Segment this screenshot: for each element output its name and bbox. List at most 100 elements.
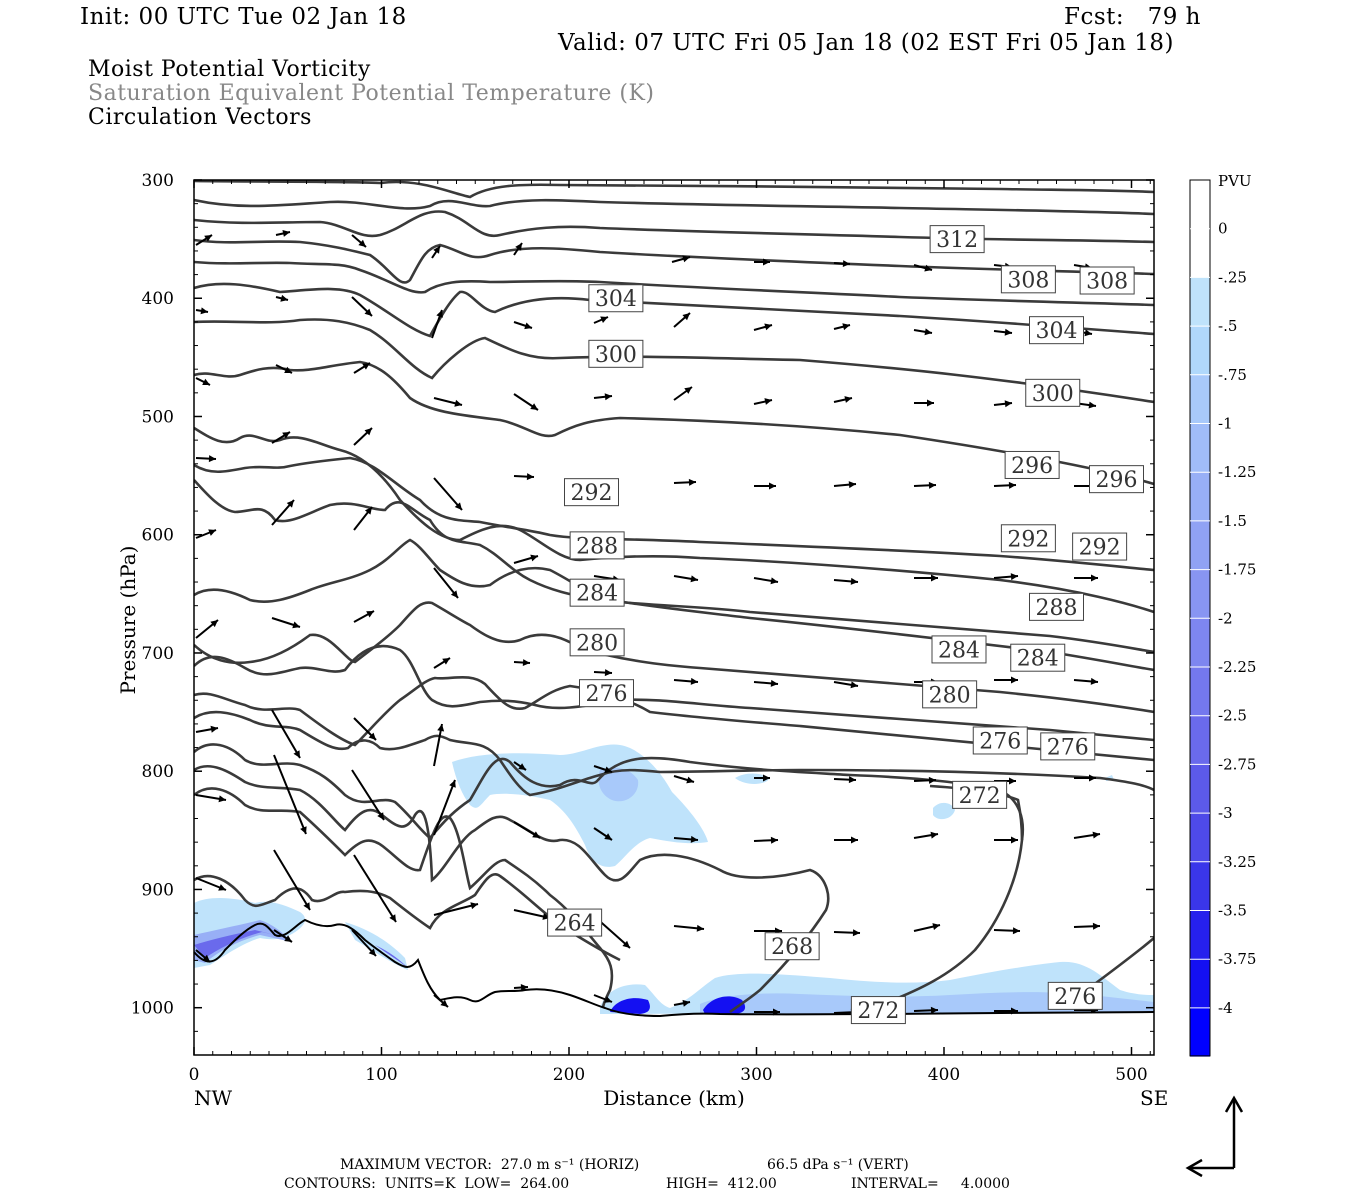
axes: 300 400 500 600 700 800 900 1000 0 100 200 300 400 50… (131, 171, 1154, 1085)
colorbar-label: -2.25 (1218, 658, 1256, 676)
x-tick-label: 400 (928, 1065, 960, 1085)
circulation-vector (351, 234, 367, 248)
circulation-vector (913, 923, 941, 932)
circulation-vector (754, 482, 776, 490)
y-tick-label: 1000 (131, 999, 174, 1019)
circulation-vector (433, 397, 463, 407)
colorbar-segment (1190, 618, 1210, 667)
circulation-vector (833, 776, 857, 784)
y-tick-label: 700 (142, 644, 174, 664)
circulation-vector (513, 659, 531, 667)
theta-e-contours (194, 180, 1154, 1014)
circulation-vector (994, 1007, 1018, 1015)
x-axis-label: Distance (km) (603, 1086, 745, 1110)
contour-label: 280 (929, 683, 971, 708)
circulation-vector (833, 396, 853, 403)
contour-label: 288 (1036, 596, 1078, 621)
circulation-vector (593, 669, 613, 677)
colorbar-segment (1190, 228, 1210, 278)
colorbar-label: -1 (1218, 415, 1233, 433)
contour-label: 312 (936, 228, 978, 253)
contour-label: 304 (1036, 319, 1078, 344)
circulation-vector (673, 999, 691, 1007)
colorbar-segment (1190, 374, 1210, 424)
circulation-vector (593, 994, 613, 1003)
pv-area-left-dark (194, 930, 275, 958)
circulation-vector (993, 328, 1013, 336)
colorbar-segment (1190, 1007, 1210, 1057)
circulation-vector (351, 769, 385, 821)
circulation-vector (195, 377, 211, 386)
colorbar-label: -2 (1218, 609, 1233, 627)
colorbar-label: -2.75 (1218, 755, 1256, 773)
contour-label-box (972, 726, 1028, 755)
circulation-vector (513, 321, 533, 330)
circulation-vector (351, 296, 373, 317)
circulation-vector (1074, 774, 1096, 782)
colorbar-segment (1190, 764, 1210, 814)
colorbar-segment (1190, 277, 1210, 327)
circulation-vector (271, 617, 301, 629)
contour-label: 288 (576, 534, 618, 559)
circulation-vectors (195, 230, 1101, 1016)
x-tick-label: 200 (553, 1065, 585, 1085)
circulation-vector (431, 309, 443, 339)
circulation-vector (671, 255, 691, 263)
circulation-vector (513, 761, 527, 771)
field-theta-title: Saturation Equivalent Potential Temperat… (88, 81, 655, 106)
field-vector-title: Circulation Vectors (88, 105, 312, 130)
circulation-vector (753, 398, 773, 405)
y-tick-label: 500 (142, 407, 174, 427)
colorbar-label: -3.75 (1218, 950, 1256, 968)
contour-label: 264 (554, 912, 596, 937)
pv-colorbar: 0 -.25 -.5 -.75 -1 -1.25 -1.5 -1.75 -2 -2.25 -2.5 -… (1189, 179, 1256, 1057)
contour-label: 284 (1017, 647, 1059, 672)
colorbar-segment (1190, 910, 1210, 960)
y-tick-label: 600 (142, 526, 174, 546)
circulation-vector (754, 1008, 780, 1016)
circulation-vector (433, 902, 479, 916)
contour-label: 296 (1011, 454, 1053, 479)
contour-label-box (569, 531, 625, 560)
circulation-vector (433, 657, 451, 669)
circulation-vector (351, 929, 377, 957)
x-tick-label: 0 (189, 1065, 200, 1085)
contour-label-box (850, 996, 906, 1025)
circulation-vector (833, 481, 857, 489)
contour-label-box (1010, 643, 1066, 672)
x-tick-label: 500 (1115, 1065, 1147, 1085)
circulation-vector (271, 431, 291, 444)
contour-labels: 312 308 308 304 304 300 300 296 296 292 292 292 288 2… (547, 225, 1144, 1025)
contour-label-box (579, 679, 634, 708)
circulation-vector (1074, 574, 1098, 582)
colorbar-label: -1.75 (1218, 561, 1256, 579)
circulation-vector (275, 230, 291, 237)
contour-label-box (588, 339, 644, 368)
circulation-vector (1073, 831, 1101, 839)
circulation-vector (275, 294, 289, 302)
contour-label-box (1072, 532, 1128, 561)
circulation-vector (431, 245, 441, 259)
terrain-line (193, 918, 1155, 1018)
circulation-vector (673, 575, 699, 583)
circulation-vector (433, 567, 459, 599)
colorbar-segment (1190, 959, 1210, 1008)
contour-label: 276 (586, 682, 628, 707)
colorbar-segment (1190, 423, 1210, 473)
contour-label: 272 (857, 999, 899, 1024)
contour-label: 276 (979, 729, 1021, 754)
circulation-vector (195, 234, 213, 246)
circulation-vector (195, 619, 219, 639)
colorbar-segment (1190, 861, 1210, 911)
circulation-vector (913, 1006, 939, 1014)
circulation-vector (353, 854, 397, 923)
circulation-vector (195, 529, 217, 539)
circulation-vector (993, 400, 1013, 408)
circulation-vector (513, 821, 541, 839)
circulation-vector (353, 506, 373, 531)
circulation-vector (433, 477, 463, 511)
circulation-vector (913, 264, 933, 272)
contour-label-box (569, 578, 625, 607)
y-tick-label: 400 (142, 289, 174, 309)
